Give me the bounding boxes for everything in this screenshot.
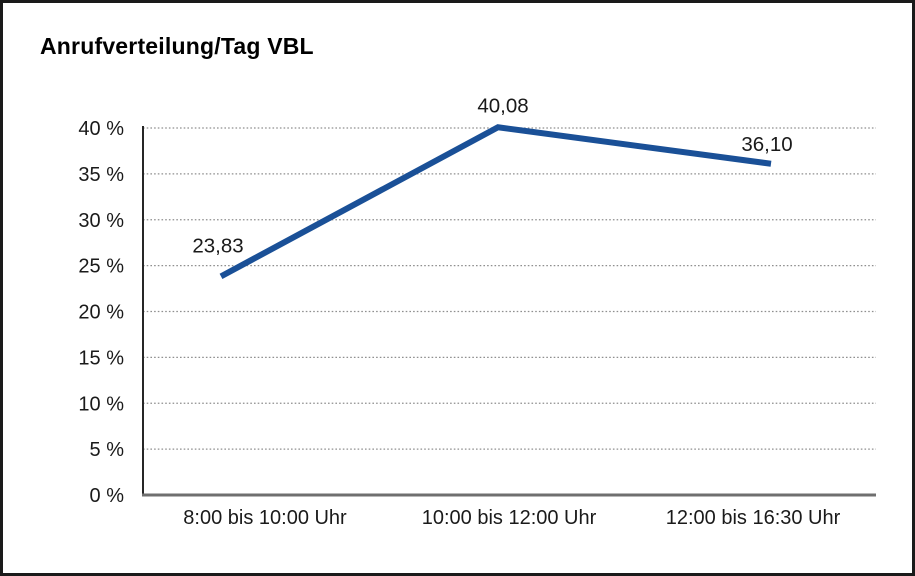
y-tick-label: 40 % — [78, 118, 124, 140]
y-tick-label: 35 % — [78, 164, 124, 186]
data-point-label: 40,08 — [477, 94, 528, 117]
data-point-label: 23,83 — [192, 234, 243, 257]
data-series-line — [219, 124, 772, 280]
y-tick-label: 15 % — [78, 347, 124, 369]
y-tick-label: 0 % — [90, 485, 125, 507]
y-tick-label: 5 % — [90, 439, 125, 461]
x-category-label: 10:00 bis 12:00 Uhr — [422, 507, 597, 529]
x-category-label: 12:00 bis 16:30 Uhr — [666, 507, 841, 529]
y-tick-label: 20 % — [78, 302, 124, 324]
y-tick-label: 25 % — [78, 256, 124, 278]
data-point-label: 36,10 — [741, 133, 792, 156]
y-tick-label: 10 % — [78, 393, 124, 415]
y-tick-label: 30 % — [78, 210, 124, 232]
chart-title: Anrufverteilung/Tag VBL — [40, 33, 314, 59]
x-category-label: 8:00 bis 10:00 Uhr — [183, 507, 347, 529]
line-chart: 0 % 5 % 10 % 15 % 20 % 25 % 30 % 35 % 40 % 8:00 b… — [78, 94, 876, 529]
